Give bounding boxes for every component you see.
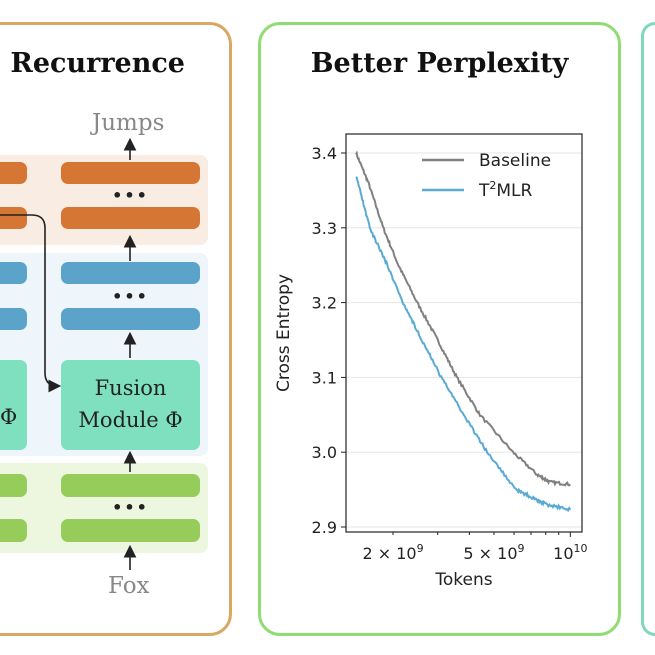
- green-layer-left-2: [0, 519, 27, 542]
- right-panel: [641, 22, 655, 636]
- x-tick-label: 2 × 109: [362, 542, 423, 563]
- fusion-module: Fusion Module Φ: [61, 360, 200, 450]
- perplexity-title: Better Perplexity: [310, 48, 569, 79]
- y-axis-label: Cross Entropy: [274, 274, 294, 392]
- recurrence-title: Recurrence: [10, 48, 185, 79]
- fusion-label-line1: Fusion: [94, 376, 167, 400]
- blue-layer-1: [61, 262, 200, 284]
- fusion-module-left: [0, 360, 27, 450]
- fusion-label-line2: Module Φ: [78, 408, 183, 432]
- series-line-baseline: [355, 150, 571, 487]
- y-tick-label: 3.3: [312, 219, 337, 238]
- plot-frame: [345, 133, 583, 533]
- cross-entropy-chart: 2.9 3.0 3.1 3.2 3.3 3.4 2 × 109 5 × 109 1010 Base…: [274, 133, 588, 590]
- orange-layer-2: [61, 207, 200, 229]
- y-tick-label: 3.0: [312, 443, 337, 462]
- y-tick-label: 3.2: [312, 294, 337, 313]
- orange-layer-left-2: [0, 207, 27, 229]
- green-layer-1: [61, 474, 200, 497]
- blue-layer-left-1: [0, 262, 27, 284]
- y-tick-label: 3.1: [312, 368, 337, 387]
- x-axis-label: Tokens: [434, 570, 492, 590]
- diagram-arrows: [0, 137, 137, 570]
- y-tick-label: 3.4: [312, 144, 337, 163]
- blue-layer-left-2: [0, 308, 27, 330]
- legend-label: T2MLR: [478, 179, 533, 201]
- blue-layer-2: [61, 308, 200, 330]
- y-tick-label: 2.9: [312, 518, 337, 537]
- ellipsis: •••: [112, 498, 149, 517]
- perplexity-panel: [258, 22, 621, 636]
- orange-layer-left-1: [0, 162, 27, 184]
- green-layer-left-1: [0, 474, 27, 497]
- fusion-left-label: Φ: [0, 405, 18, 429]
- input-label: Fox: [108, 573, 150, 599]
- orange-layer-1: [61, 162, 200, 184]
- output-label: Jumps: [92, 110, 165, 136]
- ellipsis: •••: [112, 186, 149, 205]
- x-tick-label: 1010: [553, 542, 587, 563]
- series-line-t2mlr: [355, 176, 572, 513]
- x-tick-label: 5 × 109: [463, 542, 524, 563]
- ellipsis: •••: [112, 287, 149, 306]
- recurrence-arrow: [0, 214, 62, 393]
- legend-label: Baseline: [479, 151, 551, 171]
- green-layer-2: [61, 519, 200, 542]
